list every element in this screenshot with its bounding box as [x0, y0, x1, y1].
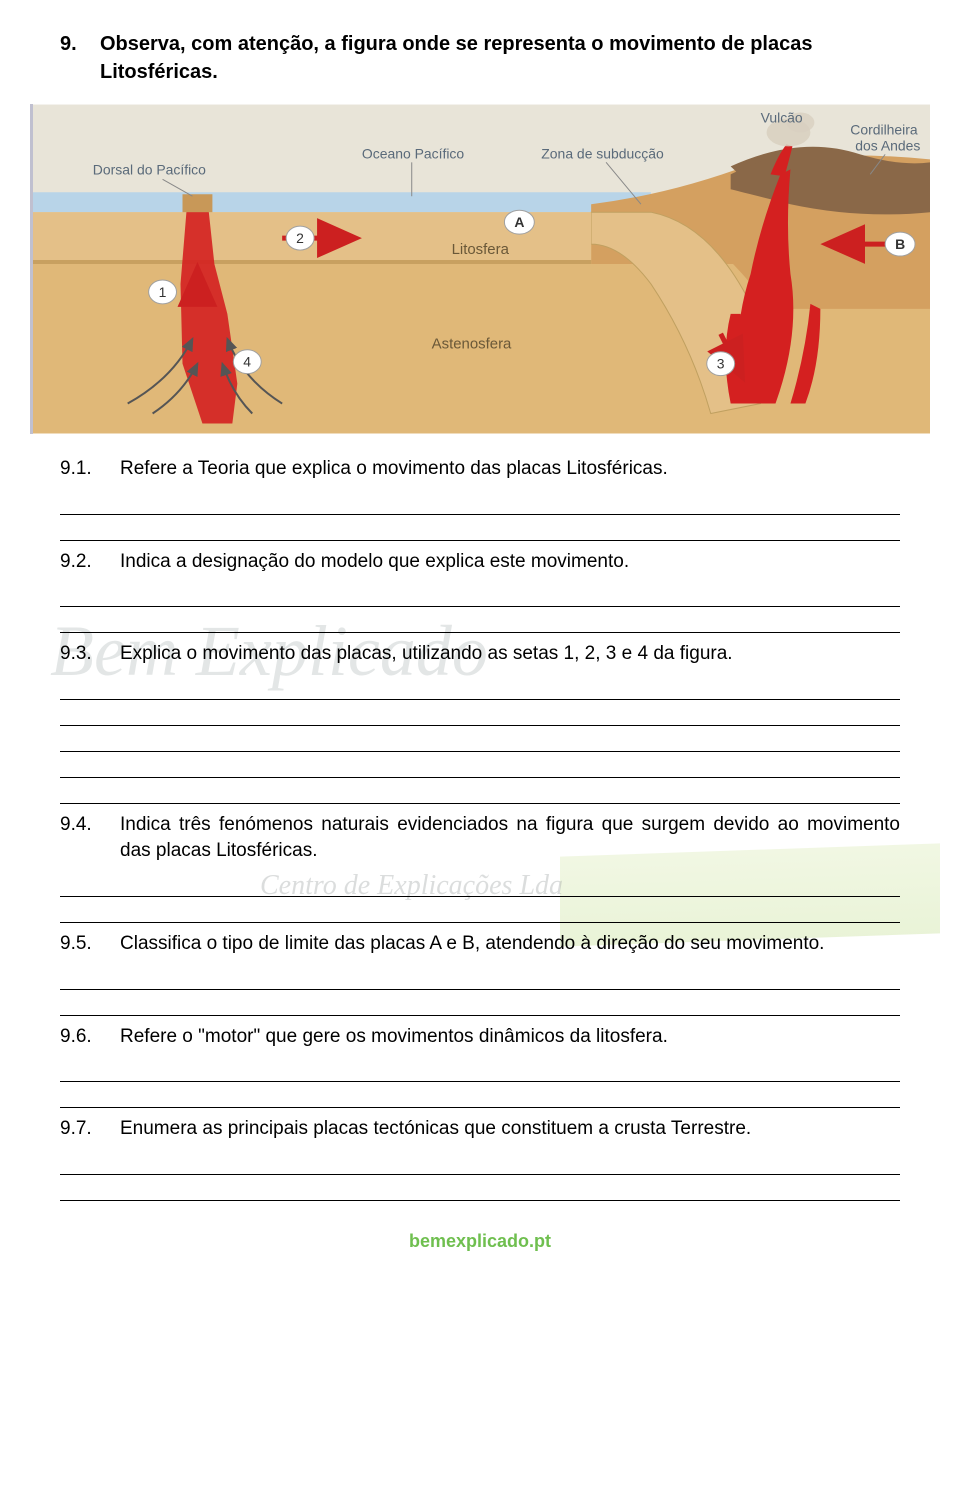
- answer-lines-9-3[interactable]: [60, 674, 900, 804]
- svg-text:2: 2: [296, 230, 304, 246]
- question-9-3: 9.3. Explica o movimento das placas, uti…: [60, 641, 900, 668]
- lithosphere-diagram: 1 2 3 4 A: [33, 104, 930, 434]
- footer-brand: bemexplicado.pt: [60, 1231, 900, 1252]
- answer-lines-9-6[interactable]: [60, 1056, 900, 1108]
- q-9-5-text: Classifica o tipo de limite das placas A…: [120, 931, 900, 958]
- question-9-6: 9.6. Refere o "motor" que gere os movime…: [60, 1024, 900, 1051]
- svg-text:1: 1: [159, 284, 167, 300]
- answer-lines-9-4[interactable]: [60, 871, 900, 923]
- q-9-1-number: 9.1.: [60, 456, 120, 483]
- q-9-3-text: Explica o movimento das placas, utilizan…: [120, 641, 900, 668]
- question-9-number: 9.: [60, 30, 100, 86]
- q-9-4-number: 9.4.: [60, 812, 120, 865]
- answer-lines-9-5[interactable]: [60, 964, 900, 1016]
- answer-lines-9-7[interactable]: [60, 1149, 900, 1201]
- q-9-2-number: 9.2.: [60, 549, 120, 576]
- svg-text:Cordilheira: Cordilheira: [850, 121, 918, 137]
- answer-lines-9-1[interactable]: [60, 489, 900, 541]
- svg-text:3: 3: [717, 356, 725, 372]
- q-9-7-text: Enumera as principais placas tectónicas …: [120, 1116, 900, 1143]
- svg-text:A: A: [514, 214, 524, 230]
- question-9-text: Observa, com atenção, a figura onde se r…: [100, 30, 900, 86]
- page-content: 9. Observa, com atenção, a figura onde s…: [60, 30, 900, 1252]
- q-9-7-number: 9.7.: [60, 1116, 120, 1143]
- question-9-title: 9. Observa, com atenção, a figura onde s…: [60, 30, 900, 86]
- q-9-4-text: Indica três fenómenos naturais evidencia…: [120, 812, 900, 865]
- q-9-3-number: 9.3.: [60, 641, 120, 668]
- svg-text:Oceano Pacífico: Oceano Pacífico: [362, 145, 465, 161]
- q-9-6-number: 9.6.: [60, 1024, 120, 1051]
- svg-text:4: 4: [243, 354, 251, 370]
- svg-text:Astenosfera: Astenosfera: [432, 336, 512, 353]
- svg-text:Dorsal do Pacífico: Dorsal do Pacífico: [93, 161, 206, 177]
- figure-container: 1 2 3 4 A: [30, 104, 930, 434]
- answer-lines-9-2[interactable]: [60, 581, 900, 633]
- q-9-5-number: 9.5.: [60, 931, 120, 958]
- question-9-1: 9.1. Refere a Teoria que explica o movim…: [60, 456, 900, 483]
- q-9-6-text: Refere o "motor" que gere os movimentos …: [120, 1024, 900, 1051]
- q-9-1-text: Refere a Teoria que explica o movimento …: [120, 456, 900, 483]
- svg-text:Zona de subducção: Zona de subducção: [541, 145, 664, 161]
- svg-text:Litosfera: Litosfera: [452, 241, 510, 258]
- question-9-4: 9.4. Indica três fenómenos naturais evid…: [60, 812, 900, 865]
- svg-text:B: B: [895, 236, 905, 252]
- svg-text:Vulcão: Vulcão: [761, 109, 803, 125]
- svg-text:dos Andes: dos Andes: [855, 137, 920, 153]
- question-9-2: 9.2. Indica a designação do modelo que e…: [60, 549, 900, 576]
- question-9-7: 9.7. Enumera as principais placas tectón…: [60, 1116, 900, 1143]
- q-9-2-text: Indica a designação do modelo que explic…: [120, 549, 900, 576]
- question-9-5: 9.5. Classifica o tipo de limite das pla…: [60, 931, 900, 958]
